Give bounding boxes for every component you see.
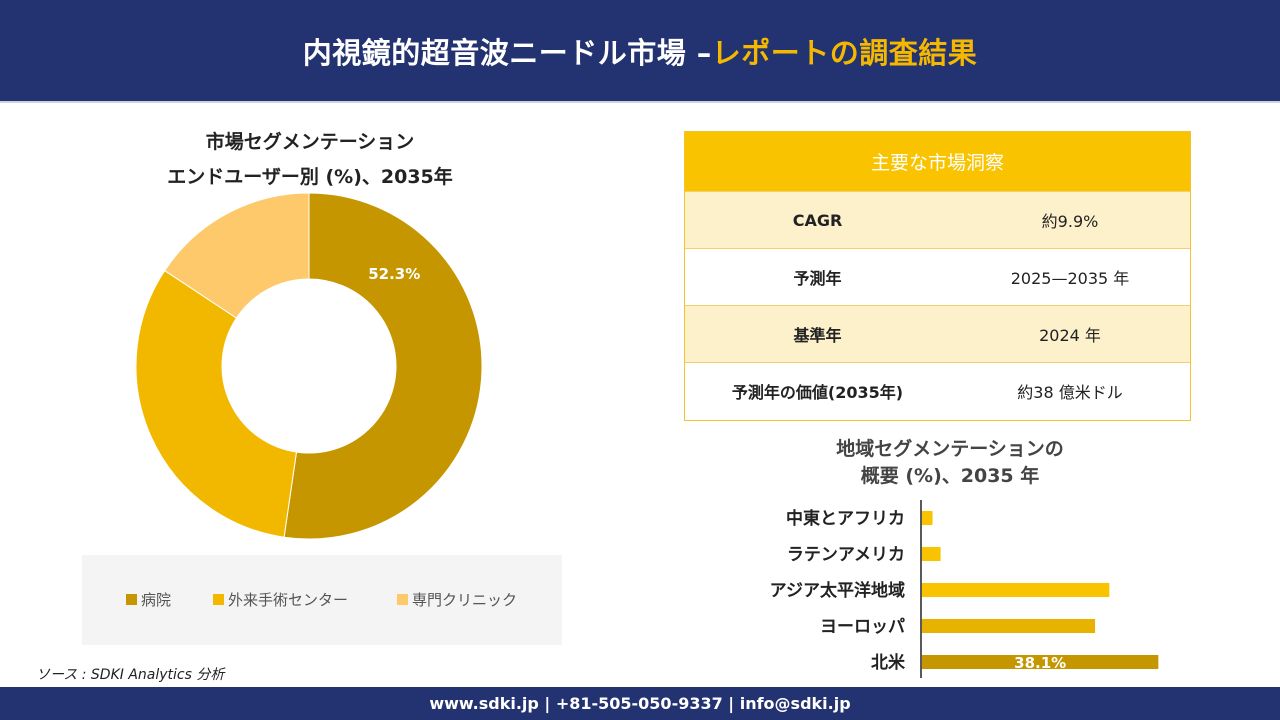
insight-value: 約9.9% bbox=[1041, 212, 1099, 231]
bar-1 bbox=[922, 547, 941, 561]
bar-category-label: 中東とアフリカ bbox=[786, 508, 905, 529]
legend-item-hospital: 病院 bbox=[126, 589, 171, 610]
legend-label-clinic: 専門クリニック bbox=[412, 591, 518, 609]
region-title-line2: 概要 (%)、2035 年 bbox=[860, 465, 1040, 487]
bar-category-label: ヨーロッパ bbox=[820, 617, 905, 637]
legend-label-hospital: 病院 bbox=[141, 591, 172, 609]
page-title-accent: レポートの調査結果 bbox=[711, 36, 978, 70]
donut-legend: 病院 外来手術センター 専門クリニック bbox=[82, 555, 562, 645]
bar-0 bbox=[922, 511, 933, 525]
insight-value: 2024 年 bbox=[1039, 326, 1101, 345]
insight-row-cagr: CAGR 約9.9% bbox=[685, 191, 1190, 248]
bar-4 bbox=[922, 655, 1159, 669]
donut-title-line2: エンドユーザー別 (%)、2035年 bbox=[167, 166, 453, 188]
legend-item-ambulatory: 外来手術センター bbox=[213, 589, 348, 610]
donut-slice-2 bbox=[164, 192, 310, 319]
donut-title-line1: 市場セグメンテーション bbox=[205, 131, 415, 153]
header-banner: 内視鏡的超音波ニードル市場 –レポートの調査結果 bbox=[0, 0, 1280, 103]
legend-item-clinic: 専門クリニック bbox=[397, 589, 517, 610]
insight-value: 2025—2035 年 bbox=[1010, 269, 1130, 288]
bar-2 bbox=[922, 583, 1110, 597]
insight-value: 約38 億米ドル bbox=[1017, 383, 1123, 402]
footer-contact: www.sdki.jp | +81-505-050-9337 | info@sd… bbox=[0, 687, 1280, 720]
insight-label: CAGR bbox=[792, 210, 843, 230]
insight-label: 予測年の価値(2035年) bbox=[731, 383, 904, 402]
donut-chart: 52.3% bbox=[135, 192, 483, 540]
legend-swatch-hospital bbox=[126, 594, 137, 605]
insight-row-base-year: 基準年 2024 年 bbox=[685, 305, 1190, 362]
legend-swatch-clinic bbox=[397, 594, 408, 605]
bar-data-label: 38.1% bbox=[1014, 654, 1066, 672]
page-title-main: 内視鏡的超音波ニードル市場 – bbox=[302, 36, 712, 70]
donut-slice-1 bbox=[135, 269, 298, 538]
region-title-line1: 地域セグメンテーションの bbox=[836, 438, 1064, 460]
bar-category-label: ラテンアメリカ bbox=[787, 545, 905, 565]
insight-row-forecast-value: 予測年の価値(2035年) 約38 億米ドル bbox=[685, 362, 1190, 419]
legend-swatch-ambulatory bbox=[213, 594, 224, 605]
insight-label: 予測年 bbox=[793, 269, 842, 288]
bar-3 bbox=[922, 619, 1096, 633]
donut-data-label: 52.3% bbox=[368, 265, 420, 283]
insight-row-forecast-year: 予測年 2025—2035 年 bbox=[685, 248, 1190, 305]
bar-category-label: アジア太平洋地域 bbox=[770, 580, 905, 601]
donut-slice-0 bbox=[283, 192, 483, 540]
key-insights-table: 主要な市場洞察 CAGR 約9.9% 予測年 2025—2035 年 基準年 2… bbox=[684, 131, 1191, 421]
insights-heading: 主要な市場洞察 bbox=[685, 132, 1190, 191]
bar-category-label: 北米 bbox=[871, 652, 906, 673]
page-title: 内視鏡的超音波ニードル市場 –レポートの調査結果 bbox=[0, 30, 1280, 72]
insight-label: 基準年 bbox=[793, 326, 842, 345]
legend-label-ambulatory: 外来手術センター bbox=[228, 591, 349, 609]
source-note: ソース : SDKI Analytics 分析 bbox=[36, 667, 225, 683]
